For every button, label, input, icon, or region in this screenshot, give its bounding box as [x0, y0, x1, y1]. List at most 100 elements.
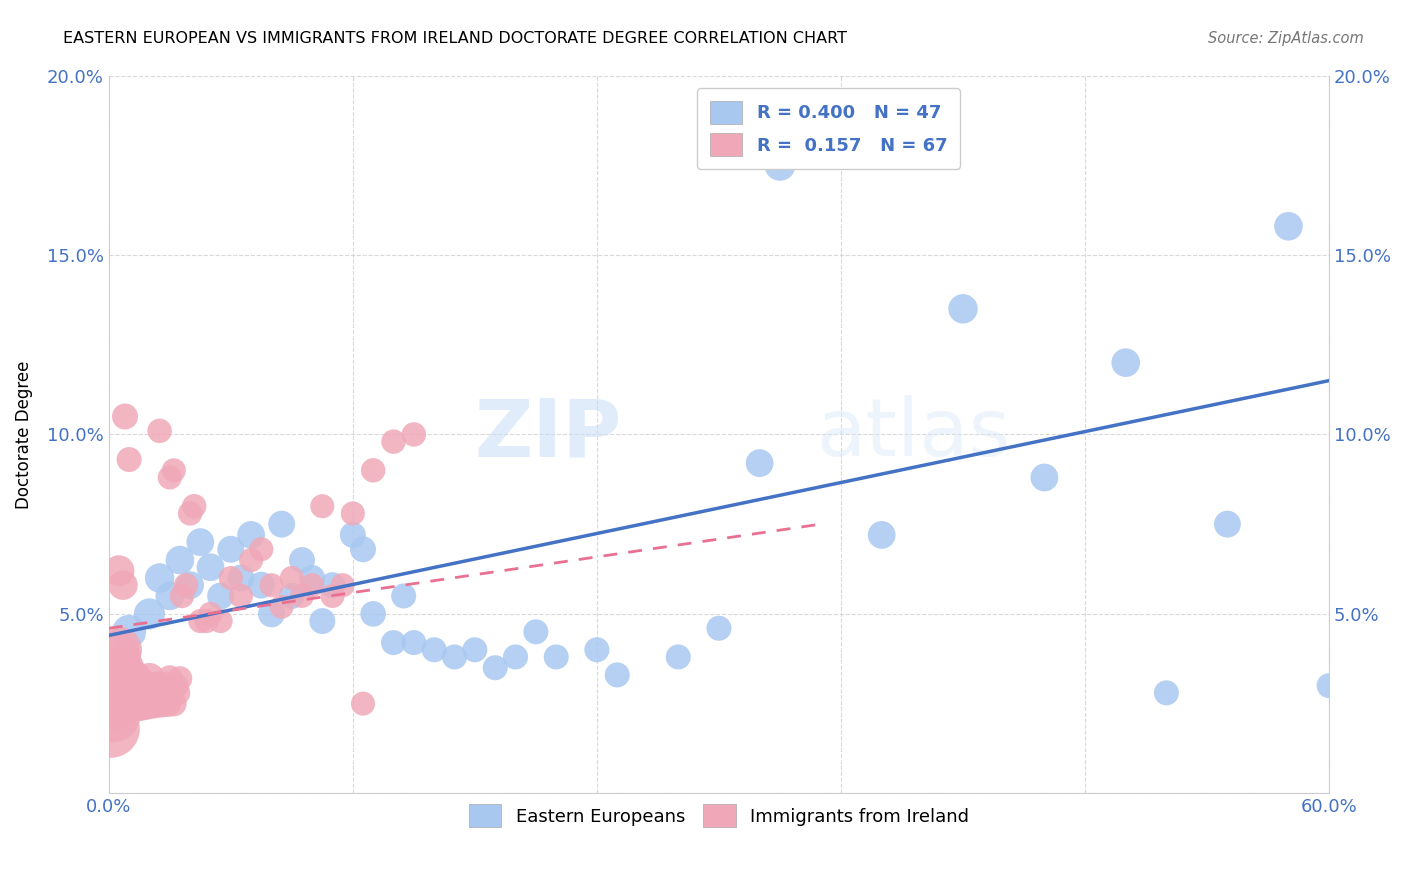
Point — [229, 571, 252, 585]
Text: ZIP: ZIP — [474, 395, 621, 474]
Point — [145, 697, 167, 711]
Point — [666, 650, 689, 665]
Point — [332, 578, 354, 592]
Point — [118, 452, 141, 467]
Point — [195, 614, 218, 628]
Point — [352, 542, 374, 557]
Point — [311, 500, 333, 514]
Point — [382, 434, 405, 449]
Point — [311, 614, 333, 628]
Text: EASTERN EUROPEAN VS IMMIGRANTS FROM IRELAND DOCTORATE DEGREE CORRELATION CHART: EASTERN EUROPEAN VS IMMIGRANTS FROM IREL… — [63, 31, 848, 46]
Point — [952, 301, 974, 316]
Point — [149, 571, 172, 585]
Point — [1317, 679, 1340, 693]
Point — [281, 589, 304, 603]
Point — [229, 589, 252, 603]
Text: atlas: atlas — [817, 395, 1011, 474]
Point — [169, 553, 191, 567]
Point — [281, 571, 304, 585]
Point — [352, 697, 374, 711]
Point — [155, 686, 177, 700]
Point — [128, 686, 150, 700]
Point — [120, 686, 142, 700]
Point — [111, 578, 134, 592]
Point — [1277, 219, 1299, 234]
Point — [150, 697, 173, 711]
Point — [1216, 517, 1239, 532]
Point — [291, 553, 314, 567]
Point — [115, 679, 138, 693]
Point — [183, 500, 205, 514]
Point — [188, 535, 211, 549]
Point — [124, 679, 146, 693]
Point — [149, 686, 172, 700]
Point — [1115, 356, 1137, 370]
Point — [402, 635, 425, 649]
Point — [250, 578, 273, 592]
Point — [163, 463, 186, 477]
Point — [141, 697, 163, 711]
Point — [209, 614, 232, 628]
Point — [321, 578, 343, 592]
Point — [118, 624, 141, 639]
Point — [260, 607, 283, 621]
Point — [200, 607, 222, 621]
Point — [443, 650, 465, 665]
Point — [108, 564, 131, 578]
Point — [200, 560, 222, 574]
Point — [240, 553, 263, 567]
Point — [167, 686, 190, 700]
Point — [505, 650, 527, 665]
Point — [301, 571, 323, 585]
Point — [100, 722, 122, 736]
Point — [111, 661, 134, 675]
Point — [606, 668, 628, 682]
Point — [361, 463, 384, 477]
Point — [132, 679, 155, 693]
Point — [159, 470, 181, 484]
Point — [174, 578, 197, 592]
Point — [108, 642, 131, 657]
Point — [361, 607, 384, 621]
Point — [138, 607, 160, 621]
Point — [127, 697, 149, 711]
Point — [160, 686, 183, 700]
Point — [104, 650, 127, 665]
Point — [170, 589, 193, 603]
Point — [769, 158, 792, 172]
Point — [165, 679, 187, 693]
Point — [392, 589, 415, 603]
Point — [142, 686, 165, 700]
Text: Source: ZipAtlas.com: Source: ZipAtlas.com — [1208, 31, 1364, 46]
Point — [382, 635, 405, 649]
Point — [159, 672, 181, 686]
Point — [342, 528, 364, 542]
Point — [219, 571, 242, 585]
Point — [209, 589, 232, 603]
Point — [219, 542, 242, 557]
Point — [250, 542, 273, 557]
Point — [169, 672, 191, 686]
Point — [301, 578, 323, 592]
Point — [122, 672, 145, 686]
Legend: Eastern Europeans, Immigrants from Ireland: Eastern Europeans, Immigrants from Irela… — [461, 797, 976, 835]
Point — [402, 427, 425, 442]
Point — [423, 642, 446, 657]
Point — [129, 697, 152, 711]
Point — [546, 650, 568, 665]
Point — [270, 517, 292, 532]
Point — [342, 507, 364, 521]
Point — [149, 424, 172, 438]
Point — [118, 697, 141, 711]
Point — [240, 528, 263, 542]
Point — [110, 672, 132, 686]
Point — [101, 707, 124, 722]
Point — [464, 642, 486, 657]
Point — [146, 679, 169, 693]
Point — [188, 614, 211, 628]
Point — [1033, 470, 1056, 484]
Point — [152, 679, 174, 693]
Point — [270, 599, 292, 614]
Y-axis label: Doctorate Degree: Doctorate Degree — [15, 360, 32, 508]
Point — [748, 456, 770, 470]
